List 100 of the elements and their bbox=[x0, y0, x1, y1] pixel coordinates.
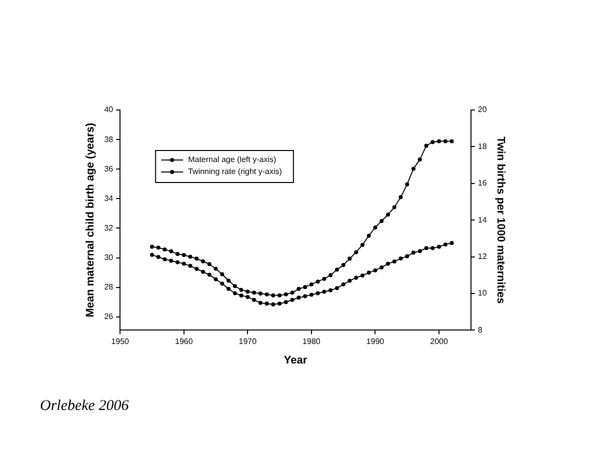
point bbox=[334, 286, 339, 290]
point bbox=[309, 282, 314, 286]
y-tick-label: 28 bbox=[104, 282, 114, 292]
point bbox=[278, 302, 282, 306]
point bbox=[334, 268, 339, 272]
point bbox=[366, 234, 371, 238]
point bbox=[322, 276, 326, 281]
point bbox=[430, 140, 435, 144]
y2-tick-label: 12 bbox=[478, 252, 488, 262]
point bbox=[246, 290, 250, 294]
point bbox=[418, 158, 422, 162]
point bbox=[430, 246, 435, 250]
point bbox=[252, 290, 256, 295]
point bbox=[169, 258, 174, 263]
point bbox=[424, 144, 428, 148]
y2-tick-label: 8 bbox=[478, 325, 483, 334]
point bbox=[348, 278, 352, 283]
point bbox=[150, 244, 154, 249]
point bbox=[398, 256, 403, 261]
x-tick-label: 1990 bbox=[366, 337, 385, 346]
y2-tick-label: 14 bbox=[478, 215, 488, 224]
point bbox=[207, 262, 212, 266]
point bbox=[412, 250, 416, 255]
point bbox=[398, 195, 403, 200]
x-axis-title: Year bbox=[284, 354, 308, 366]
point bbox=[418, 249, 422, 254]
point bbox=[443, 139, 448, 144]
point bbox=[239, 288, 244, 292]
y-tick-label: 30 bbox=[104, 252, 114, 262]
point bbox=[380, 219, 384, 224]
point bbox=[194, 256, 199, 261]
point bbox=[246, 294, 250, 299]
point bbox=[264, 292, 269, 296]
point bbox=[322, 290, 326, 294]
point bbox=[296, 296, 301, 300]
point bbox=[354, 276, 358, 280]
point bbox=[284, 292, 288, 296]
point bbox=[373, 225, 378, 230]
x-tick-label: 1960 bbox=[174, 337, 194, 346]
point bbox=[328, 273, 333, 278]
point bbox=[309, 292, 314, 297]
point bbox=[341, 263, 346, 268]
point bbox=[226, 278, 231, 283]
y-tick-label: 40 bbox=[104, 105, 114, 114]
point bbox=[303, 294, 308, 298]
y-axis-title: Mean maternal child birth age (years) bbox=[84, 122, 97, 318]
point bbox=[258, 292, 262, 296]
point bbox=[437, 139, 442, 144]
point bbox=[278, 293, 282, 298]
x-tick-label: 2000 bbox=[430, 337, 448, 346]
point bbox=[201, 270, 206, 274]
point bbox=[405, 182, 410, 186]
point bbox=[316, 280, 320, 284]
point bbox=[271, 302, 276, 306]
point bbox=[258, 300, 262, 305]
point bbox=[271, 293, 276, 298]
y-tick-label: 38 bbox=[104, 134, 114, 144]
point bbox=[392, 259, 396, 264]
legend-label: Maternal age (left y-axis) bbox=[188, 155, 276, 164]
point bbox=[201, 259, 206, 264]
point bbox=[360, 242, 364, 247]
point bbox=[290, 290, 294, 295]
point bbox=[214, 266, 218, 271]
point bbox=[386, 212, 390, 217]
y2-tick-label: 20 bbox=[478, 105, 488, 114]
point bbox=[182, 262, 186, 266]
y2-tick-label: 10 bbox=[478, 288, 488, 298]
point bbox=[366, 270, 371, 275]
point bbox=[290, 298, 294, 302]
point bbox=[188, 264, 192, 268]
point bbox=[156, 255, 160, 260]
point bbox=[354, 250, 358, 254]
point bbox=[264, 302, 269, 306]
point bbox=[373, 268, 378, 272]
y2-axis-title: Twin births per 1000 maternities bbox=[494, 136, 506, 304]
point bbox=[150, 252, 154, 257]
point bbox=[348, 256, 352, 261]
point bbox=[392, 205, 396, 210]
point bbox=[284, 300, 288, 304]
legend-label: Twinning rate (right y-axis) bbox=[188, 167, 282, 176]
point bbox=[341, 282, 346, 286]
point bbox=[316, 291, 320, 296]
y2-tick-label: 16 bbox=[478, 178, 488, 188]
point bbox=[207, 272, 212, 277]
point bbox=[380, 265, 384, 270]
point bbox=[437, 244, 442, 249]
point bbox=[156, 246, 160, 250]
point bbox=[162, 257, 167, 262]
point bbox=[405, 254, 410, 258]
point bbox=[220, 272, 224, 276]
point bbox=[424, 246, 428, 250]
y-tick-label: 34 bbox=[104, 194, 114, 203]
point bbox=[188, 254, 192, 259]
y-tick-label: 26 bbox=[104, 312, 114, 322]
point bbox=[226, 286, 231, 291]
x-tick-label: 1970 bbox=[238, 337, 258, 346]
text: Orlebeke 2006 bbox=[40, 398, 129, 415]
y-tick-label: 32 bbox=[104, 223, 114, 232]
point bbox=[450, 139, 454, 144]
y-tick-label: 36 bbox=[104, 164, 114, 174]
